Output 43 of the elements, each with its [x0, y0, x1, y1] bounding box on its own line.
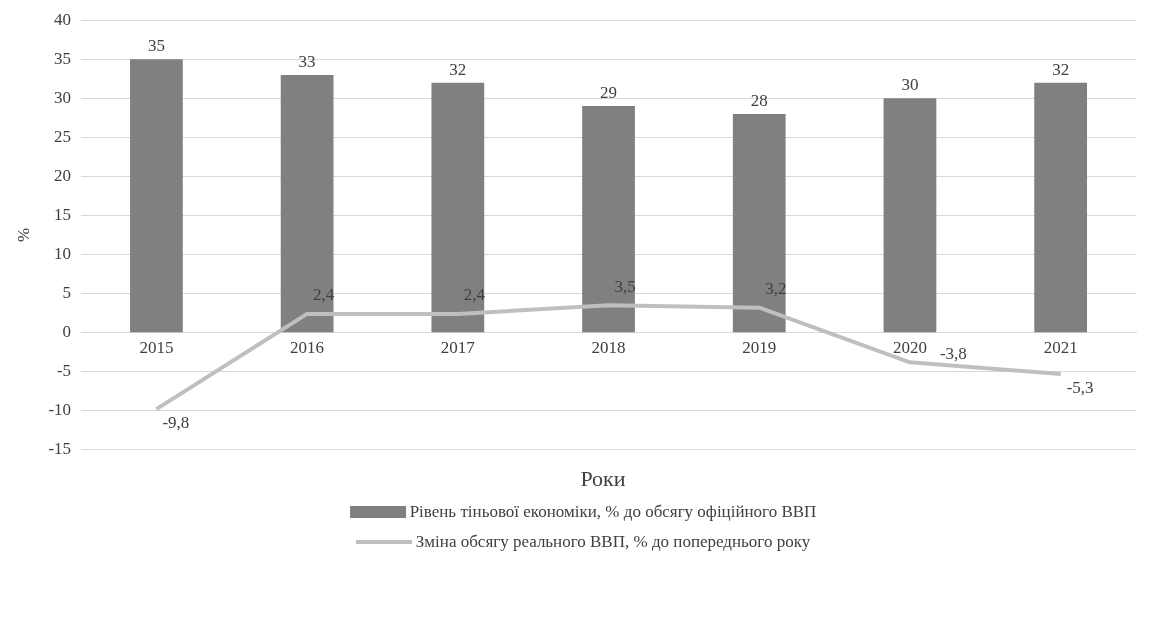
bar: [280, 74, 334, 333]
bar: [1034, 82, 1088, 333]
data-label: 3,2: [765, 279, 787, 299]
y-tick-label: -15: [48, 439, 72, 459]
data-label: 29: [600, 83, 618, 103]
y-tick-label: -5: [56, 361, 72, 381]
data-label: -9,8: [162, 412, 190, 432]
y-tick-label: 35: [54, 48, 72, 68]
data-label: 30: [901, 75, 919, 95]
x-tick-label: 2019: [742, 338, 777, 358]
data-label: 3,5: [614, 276, 636, 296]
y-tick-label: 15: [54, 204, 72, 224]
y-tick-label: 5: [62, 283, 72, 303]
y-tick-label: 10: [54, 244, 72, 263]
data-label: 2,4: [313, 285, 335, 305]
x-tick-label: 2021: [1043, 338, 1078, 358]
x-tick-label: 2018: [591, 338, 626, 358]
x-tick-label: 2016: [290, 338, 325, 358]
bar: [130, 59, 183, 333]
y-tick-label: 20: [54, 165, 72, 185]
x-tick-label: 2017: [440, 338, 476, 358]
data-label: 32: [1052, 59, 1070, 79]
y-tick-label: 30: [54, 87, 72, 107]
y-tick-label: 0: [62, 322, 72, 342]
bar: [883, 98, 937, 333]
bar: [732, 113, 786, 333]
y-tick-label: 25: [54, 126, 72, 146]
data-label: 28: [750, 90, 768, 110]
y-tick-label: -10: [48, 400, 72, 420]
data-label: 35: [147, 36, 165, 56]
x-tick-label: 2020: [892, 338, 927, 358]
y-axis-title: %: [13, 227, 33, 243]
bar: [431, 82, 485, 333]
legend-label: Рівень тіньової економіки, % до обсягу офіційного ВВП: [409, 502, 817, 522]
y-tick-label: 40: [54, 9, 72, 29]
bar: [582, 106, 635, 333]
x-tick-label: 2015: [139, 338, 174, 358]
data-label: 33: [298, 51, 316, 71]
data-label: -5,3: [1066, 377, 1094, 397]
legend-label: Зміна обсягу реального ВВП, % до попереднього року: [415, 532, 811, 552]
data-label: 32: [449, 59, 467, 79]
x-axis-title: Роки: [579, 466, 627, 492]
data-label: -3,8: [939, 343, 967, 363]
